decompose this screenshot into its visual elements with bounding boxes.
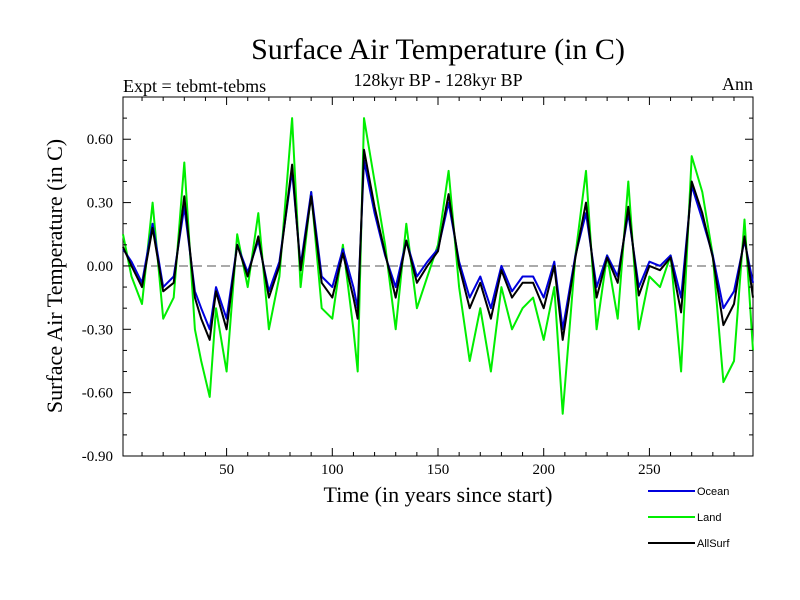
x-tick-label: 100 bbox=[321, 462, 344, 478]
series-line-land bbox=[122, 117, 754, 415]
y-tick-label: 0.60 bbox=[87, 132, 113, 148]
legend-label-land: Land bbox=[697, 512, 721, 524]
chart-subtitle: 128kyr BP - 128kyr BP bbox=[353, 70, 522, 90]
x-tick-label: 50 bbox=[219, 462, 234, 478]
y-axis-label: Surface Air Temperature (in C) bbox=[42, 139, 67, 413]
legend-label-ocean: Ocean bbox=[697, 486, 729, 498]
legend: Ocean Land AllSurf bbox=[648, 486, 730, 550]
y-tick-label: -0.30 bbox=[82, 322, 113, 338]
x-tick-label: 200 bbox=[532, 462, 555, 478]
x-tick-label: 150 bbox=[427, 462, 450, 478]
series-line-allsurf bbox=[122, 148, 754, 341]
x-axis-label: Time (in years since start) bbox=[324, 482, 553, 507]
y-tick-label: 0.30 bbox=[87, 196, 113, 212]
series-line-ocean bbox=[122, 159, 754, 331]
plot-frame bbox=[122, 96, 754, 457]
y-tick-label: 0.00 bbox=[87, 259, 113, 275]
experiment-label: Expt = tebmt-tebms bbox=[123, 76, 266, 96]
period-label: Ann bbox=[722, 74, 753, 94]
y-tick-label: -0.60 bbox=[82, 386, 113, 402]
x-tick-label: 250 bbox=[638, 462, 661, 478]
legend-label-allsurf: AllSurf bbox=[697, 538, 730, 550]
chart-title: Surface Air Temperature (in C) bbox=[251, 33, 625, 66]
y-tick-label: -0.90 bbox=[82, 449, 113, 465]
